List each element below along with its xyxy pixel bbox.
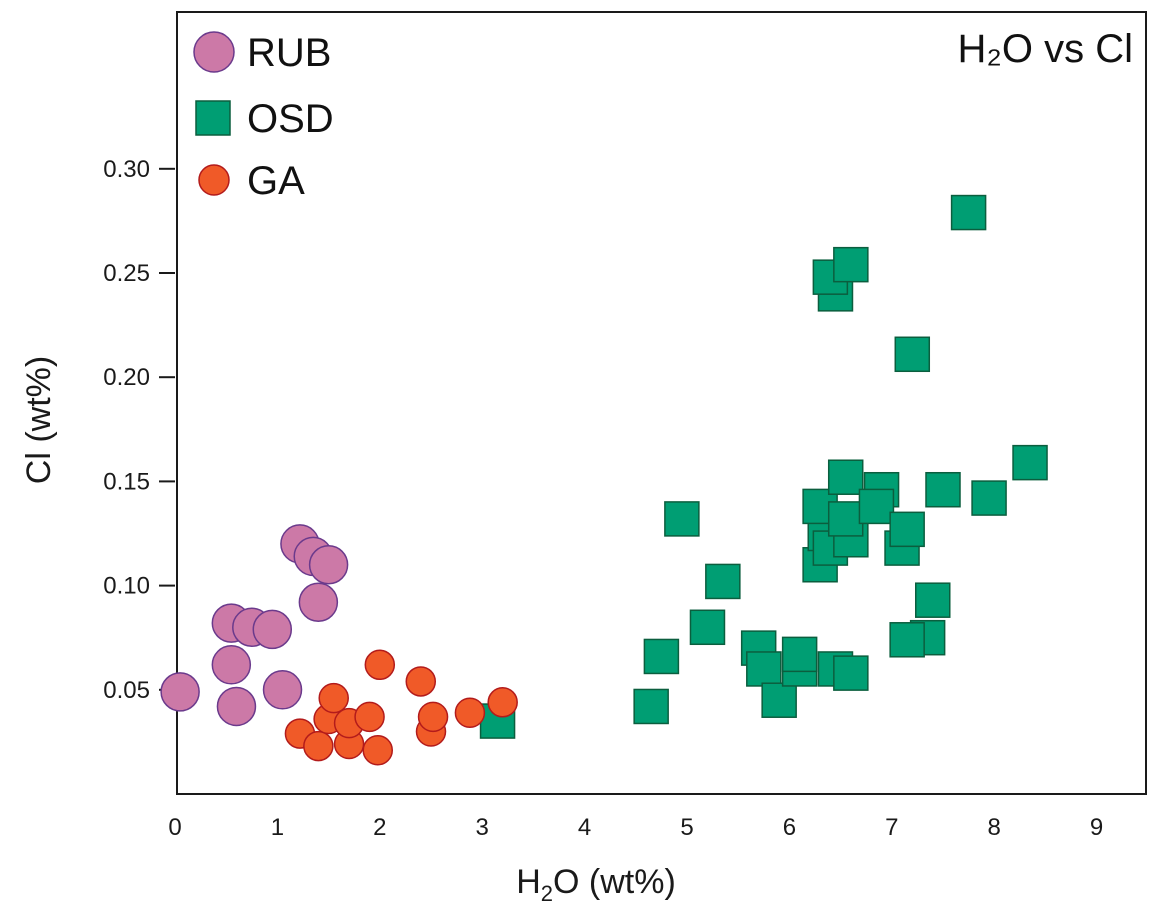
legend-label-osd: OSD: [247, 97, 334, 141]
ga-point: [354, 701, 385, 733]
rub-point: [160, 672, 200, 712]
legend-marker-osd: [195, 100, 231, 136]
ga-point: [405, 666, 437, 697]
rub-point: [298, 582, 339, 623]
series-osd: [479, 194, 1048, 739]
x-tick-label: 7: [885, 814, 898, 841]
osd-point: [925, 471, 961, 508]
y-axis-title: Cl (wt%): [20, 356, 58, 484]
x-axis-title: H2O (wt%): [516, 863, 676, 906]
osd-point: [827, 459, 864, 495]
x-axis-title-main: H: [516, 863, 541, 901]
y-tick-label: 0.20: [103, 364, 150, 391]
x-tick-label: 5: [680, 814, 693, 841]
osd-point: [689, 609, 726, 646]
data-points: [160, 194, 1048, 766]
y-axis: 0.05 0.10 0.15 0.20 0.25 0.30: [103, 156, 175, 704]
rub-point: [211, 645, 252, 685]
series-ga: [284, 649, 518, 766]
osd-point: [971, 480, 1007, 516]
x-tick-label: 3: [476, 814, 489, 841]
chart-title: H₂O vs Cl: [957, 27, 1133, 71]
ga-point: [362, 734, 394, 766]
x-tick-label: 1: [271, 814, 284, 841]
osd-point: [889, 622, 925, 658]
legend-marker-ga: [198, 164, 230, 196]
x-tick-label: 2: [373, 814, 386, 841]
osd-point: [827, 501, 864, 537]
ga-point: [417, 701, 449, 733]
ga-point: [454, 697, 486, 728]
y-tick-label: 0.30: [103, 156, 150, 183]
osd-point: [746, 651, 782, 687]
x-tick-label: 4: [578, 814, 591, 841]
rub-point: [262, 670, 303, 710]
x-tick-label: 8: [988, 814, 1001, 841]
rub-point: [216, 686, 257, 727]
rub-point: [252, 609, 293, 650]
x-tick-label: 9: [1090, 814, 1103, 841]
osd-point: [833, 246, 869, 283]
y-tick-label: 0.25: [103, 260, 150, 287]
osd-point: [889, 511, 925, 548]
x-tick-label: 6: [783, 814, 796, 841]
legend-marker-rub: [193, 31, 235, 73]
ga-point: [364, 649, 396, 681]
legend-label-ga: GA: [247, 159, 305, 203]
osd-point: [781, 636, 818, 673]
legend: RUB OSD GA: [193, 31, 334, 203]
osd-point: [1012, 444, 1048, 481]
rub-point: [308, 545, 349, 585]
x-tick-label: 0: [168, 814, 181, 841]
ga-point: [303, 730, 334, 762]
y-tick-label: 0.15: [103, 468, 150, 495]
y-tick-label: 0.05: [103, 677, 150, 704]
osd-point: [950, 194, 987, 231]
osd-point: [894, 336, 931, 373]
x-axis-title-subscript: 2: [541, 881, 553, 906]
series-rub: [160, 524, 349, 727]
osd-point: [643, 638, 680, 675]
osd-point: [761, 682, 797, 718]
osd-point: [858, 488, 895, 525]
osd-point: [915, 582, 951, 618]
osd-point: [633, 688, 669, 725]
x-axis: 0 1 2 3 4 5 6 7 8 9: [168, 814, 1103, 841]
legend-label-rub: RUB: [247, 31, 331, 75]
osd-point: [664, 501, 700, 537]
ga-point: [487, 687, 518, 718]
x-axis-title-rest: O (wt%): [553, 863, 676, 901]
osd-point: [833, 655, 869, 691]
y-tick-label: 0.10: [103, 573, 150, 600]
ga-point: [318, 682, 349, 714]
osd-point: [705, 563, 741, 600]
